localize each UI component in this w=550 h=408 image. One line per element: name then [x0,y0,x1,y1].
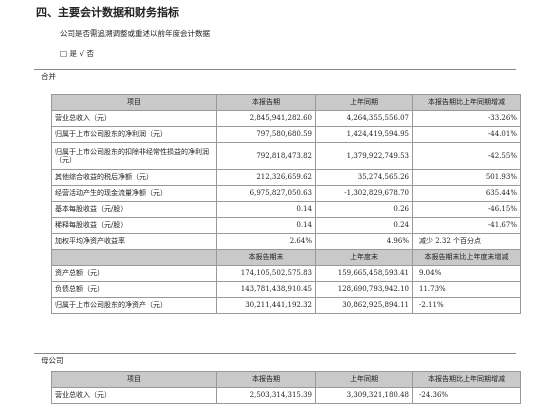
table-row: 归属于上市公司股东的净利润（元） 797,580,680.59 1,424,41… [51,126,521,143]
cell-change: 501.93% [412,169,521,186]
cell-change: -2.11% [412,297,521,314]
row-label: 基本每股收益（元/股） [51,201,217,218]
header-item: 项目 [51,94,217,111]
table-row: 经营活动产生的现金流量净额（元） 6,975,827,050.63 -1,302… [51,185,521,202]
cell-change: -42.55% [412,142,521,170]
row-label: 经营活动产生的现金流量净额（元） [51,185,217,202]
row-label: 营业总收入（元） [51,110,217,127]
header-prior: 上年同期 [315,94,413,111]
table-row: 其他综合收益的税后净额（元） 212,326,659.62 35,274,565… [51,169,521,186]
cell-prior: -1,302,829,678.70 [315,185,413,202]
row-label: 归属于上市公司股东的净资产（元） [51,297,217,314]
row-label: 归属于上市公司股东的净利润（元） [51,126,217,143]
cell-change: -33.26% [412,110,521,127]
header-period-end: 本报告期末 [216,249,316,266]
header-prior: 上年同期 [315,371,413,388]
parent-company-label: 母公司 [41,356,64,365]
divider [34,69,516,70]
table-row: 稀释每股收益（元/股） 0.14 0.24 -41.67% [51,217,521,234]
cell-change: 11.73% [412,281,521,298]
cell-prior: 1,424,419,594.95 [315,126,413,143]
row-label: 负债总额（元） [51,281,217,298]
row-label: 其他综合收益的税后净额（元） [51,169,217,186]
cell-current: 0.14 [216,217,316,234]
consolidated-label: 合并 [41,72,56,81]
divider [34,353,516,354]
cell-change: -41.67% [412,217,521,234]
cell-change: -24.36% [412,387,521,404]
cell-prior: 0.24 [315,217,413,234]
cell-change: 9.04% [412,265,521,282]
cell-prior: 30,862,925,894.11 [315,297,413,314]
header-change-end: 本报告期末比上年度末增减 [412,249,521,266]
parent-company-table: 项目 本报告期 上年同期 本报告期比上年同期增减 营业总收入（元） 2,503,… [51,371,521,404]
cell-prior: 0.26 [315,201,413,218]
cell-current: 2,845,941,282.60 [216,110,316,127]
cell-current: 143,781,438,910.45 [216,281,316,298]
cell-current: 212,326,659.62 [216,169,316,186]
header-change: 本报告期比上年同期增减 [412,371,521,388]
header-blank [51,249,217,266]
cell-prior: 4,264,355,556.07 [315,110,413,127]
table-header-row: 项目 本报告期 上年同期 本报告期比上年同期增减 [51,371,521,388]
restatement-question: 公司是否需追溯调整或重述以前年度会计数据 [60,29,210,38]
cell-prior: 3,309,321,180.48 [315,387,413,404]
row-label: 归属于上市公司股东的扣除非经常性损益的净利润（元） [51,142,217,170]
consolidated-table: 项目 本报告期 上年同期 本报告期比上年同期增减 营业总收入（元） 2,845,… [51,94,521,314]
cell-current: 2.64% [216,233,316,250]
header-change: 本报告期比上年同期增减 [412,94,521,111]
cell-current: 0.14 [216,201,316,218]
table-row: 归属于上市公司股东的扣除非经常性损益的净利润（元） 792,818,473.82… [51,142,521,170]
row-label: 资产总额（元） [51,265,217,282]
table-row: 负债总额（元） 143,781,438,910.45 128,690,793,9… [51,281,521,298]
cell-change: -44.01% [412,126,521,143]
cell-prior: 35,274,565.26 [315,169,413,186]
table-row: 基本每股收益（元/股） 0.14 0.26 -46.15% [51,201,521,218]
cell-current: 6,975,827,050.63 [216,185,316,202]
table-row: 归属于上市公司股东的净资产（元） 30,211,441,192.32 30,86… [51,297,521,314]
cell-prior: 4.96% [315,233,413,250]
table-row: 资产总额（元） 174,105,502,575.83 159,665,458,5… [51,265,521,282]
header-current: 本报告期 [216,94,316,111]
section-title: 四、主要会计数据和财务指标 [36,6,179,19]
cell-current: 2,503,314,315.39 [216,387,316,404]
cell-change: -46.15% [412,201,521,218]
header-prior-year-end: 上年度末 [315,249,413,266]
table-header-row: 本报告期末 上年度末 本报告期末比上年度末增减 [51,249,521,266]
table-header-row: 项目 本报告期 上年同期 本报告期比上年同期增减 [51,94,521,111]
row-label: 营业总收入（元） [51,387,217,404]
cell-current: 30,211,441,192.32 [216,297,316,314]
header-current: 本报告期 [216,371,316,388]
restatement-answer: □ 是 √ 否 [60,49,95,58]
cell-prior: 128,690,793,942.10 [315,281,413,298]
row-label: 加权平均净资产收益率 [51,233,217,250]
table-row: 加权平均净资产收益率 2.64% 4.96% 减少 2.32 个百分点 [51,233,521,250]
cell-current: 174,105,502,575.83 [216,265,316,282]
cell-prior: 159,665,458,593.41 [315,265,413,282]
table-row: 营业总收入（元） 2,503,314,315.39 3,309,321,180.… [51,387,521,404]
cell-current: 797,580,680.59 [216,126,316,143]
cell-prior: 1,379,922,749.53 [315,142,413,170]
header-item: 项目 [51,371,217,388]
row-label: 稀释每股收益（元/股） [51,217,217,234]
table-row: 营业总收入（元） 2,845,941,282.60 4,264,355,556.… [51,110,521,127]
cell-change: 减少 2.32 个百分点 [412,233,521,250]
cell-current: 792,818,473.82 [216,142,316,170]
cell-change: 635.44% [412,185,521,202]
